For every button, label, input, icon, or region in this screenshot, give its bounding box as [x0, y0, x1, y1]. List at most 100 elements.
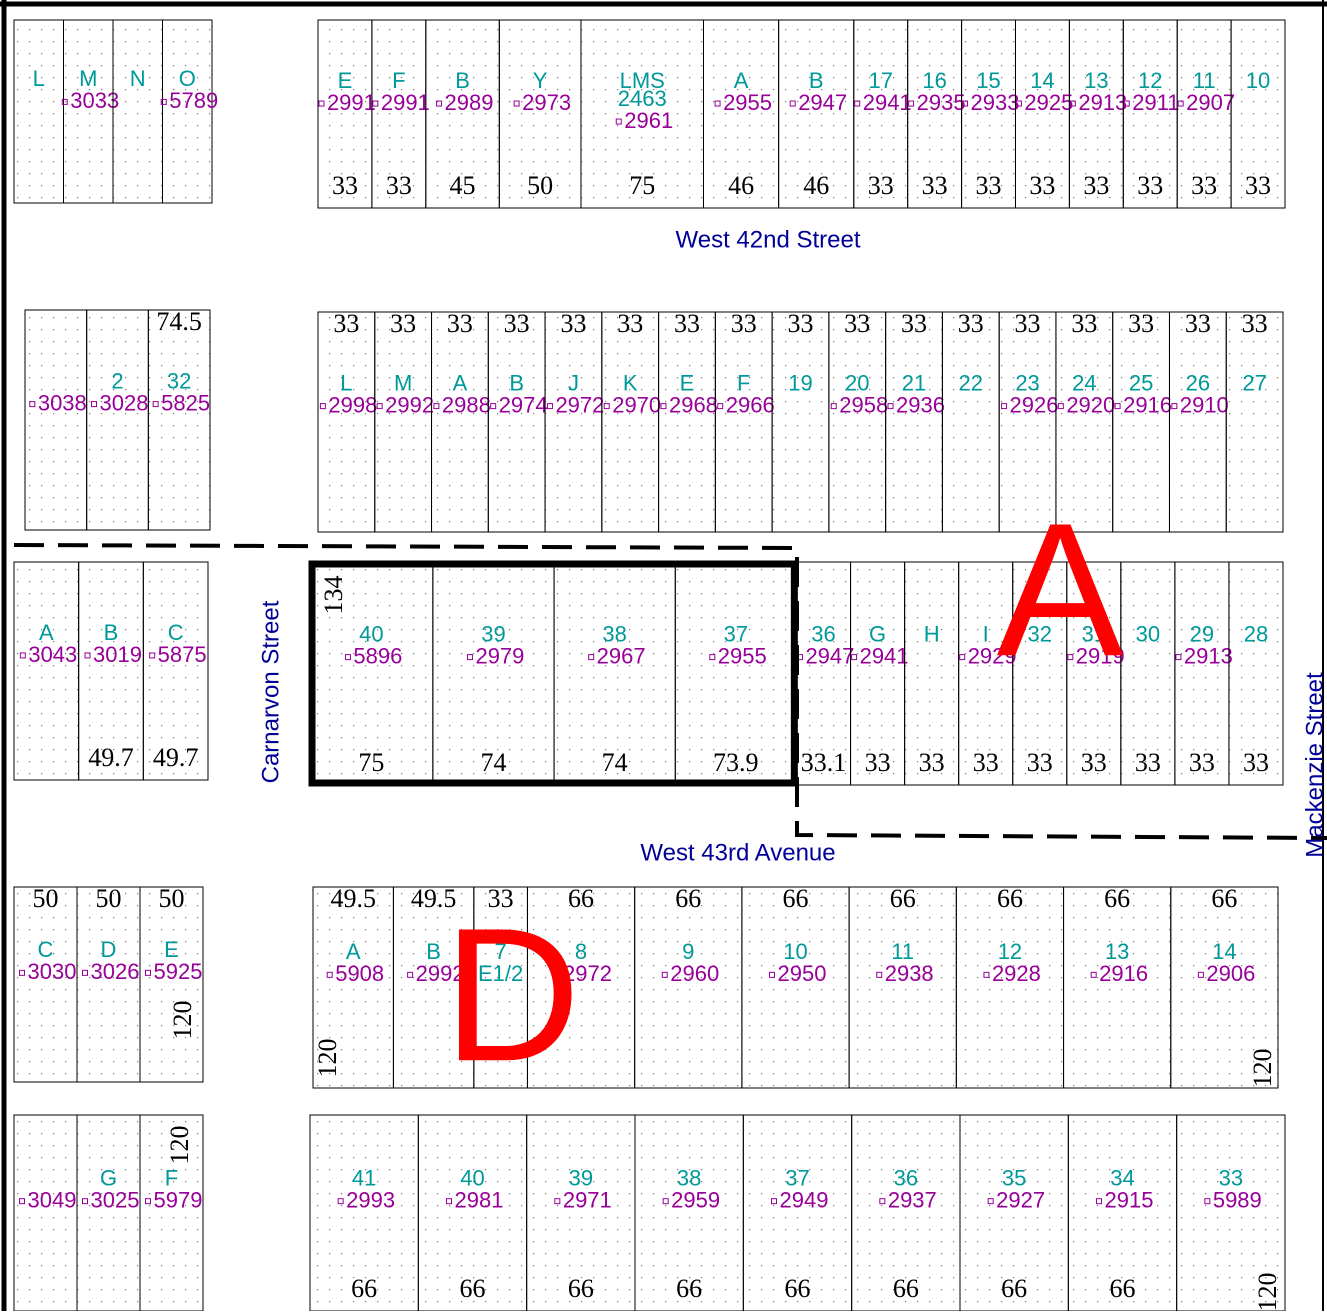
- lot-address: 2907: [1186, 90, 1235, 115]
- lot-address: 2927: [996, 1187, 1045, 1212]
- lot-frontage: 33: [1185, 309, 1211, 338]
- lot-address: 2967: [597, 643, 646, 668]
- lot-address: 3043: [28, 642, 77, 667]
- lot-frontage: 66: [1211, 884, 1237, 913]
- lot-address: 2991: [327, 90, 376, 115]
- lot-frontage: 33: [1243, 748, 1269, 777]
- lot-frontage: 33: [560, 309, 586, 338]
- lot-frontage: 33: [788, 309, 814, 338]
- lot-frontage: 46: [803, 171, 829, 200]
- street-name: Mackenzie Street: [1301, 672, 1327, 858]
- lot-frontage: 33: [973, 748, 999, 777]
- block: [14, 887, 203, 1082]
- lot-frontage: 33: [919, 748, 945, 777]
- lot-address: 2938: [885, 961, 934, 986]
- lot-address: 3028: [100, 390, 149, 415]
- lot-frontage: 45: [450, 171, 476, 200]
- lot-frontage: 75: [358, 748, 384, 777]
- lot-frontage: 74: [602, 748, 628, 777]
- lot-frontage: 50: [159, 884, 185, 913]
- lot-frontage: 33: [976, 171, 1002, 200]
- lot-address: 3019: [93, 642, 142, 667]
- lot-frontage: 33: [1128, 309, 1154, 338]
- lot-label: L: [33, 66, 45, 91]
- lot-address: 3026: [91, 959, 140, 984]
- lot-address: 3033: [70, 88, 119, 113]
- lot-frontage: 66: [1104, 884, 1130, 913]
- lot-label: 19: [788, 370, 812, 395]
- lot-frontage: 33: [332, 171, 358, 200]
- lot-address: 3038: [38, 390, 87, 415]
- lot-frontage: 66: [890, 884, 916, 913]
- lot-address: 2913: [1078, 90, 1127, 115]
- lot-frontage: 33: [865, 748, 891, 777]
- lot-frontage: 33: [674, 309, 700, 338]
- lot-frontage: 33: [731, 309, 757, 338]
- lot-address: 5875: [158, 642, 207, 667]
- lot-frontage: 33: [1191, 171, 1217, 200]
- lot-address: 2991: [381, 90, 430, 115]
- lot-address: 2906: [1206, 961, 1255, 986]
- lot-frontage: 33: [447, 309, 473, 338]
- lot-address: 2941: [863, 90, 912, 115]
- lot-address: 2979: [475, 643, 524, 668]
- street-name: West 42nd Street: [676, 226, 861, 253]
- lot-frontage: 66: [351, 1274, 377, 1303]
- lot-frontage: 74: [480, 748, 506, 777]
- lot-address: 2968: [669, 392, 718, 417]
- lot-frontage: 74.5: [156, 307, 202, 336]
- lot-address: 2960: [670, 961, 719, 986]
- lot-address: 2955: [718, 643, 767, 668]
- lot-frontage: 50: [96, 884, 122, 913]
- lot-address: 5989: [1213, 1187, 1262, 1212]
- lot-address: 2993: [346, 1187, 395, 1212]
- lot-frontage: 33: [1245, 171, 1271, 200]
- lot-address: 2920: [1066, 392, 1115, 417]
- lot-address: 5825: [161, 390, 210, 415]
- lot-label: 22: [959, 370, 983, 395]
- lot-depth: 120: [313, 1039, 342, 1078]
- lot-address: 3030: [28, 959, 77, 984]
- lot-address: 2959: [671, 1187, 720, 1212]
- block: [318, 312, 1283, 532]
- lot-label: H: [924, 621, 940, 646]
- lot-address: 2998: [328, 392, 377, 417]
- lot-label: 28: [1244, 621, 1268, 646]
- lot-frontage: 33: [1137, 171, 1163, 200]
- lot-address: 2961: [624, 108, 673, 133]
- lot-address: 2947: [798, 90, 847, 115]
- lot-frontage: 33: [386, 171, 412, 200]
- lot-frontage: 49.5: [330, 884, 376, 913]
- lot-address: 2926: [1010, 392, 1059, 417]
- lot-frontage: 33: [1189, 748, 1215, 777]
- lot-frontage: 33: [1135, 748, 1161, 777]
- district-label: A: [997, 484, 1124, 696]
- lot-depth: 120: [168, 1001, 197, 1040]
- lot-frontage: 33: [1081, 748, 1107, 777]
- lot-frontage: 73.9: [713, 748, 759, 777]
- lot-frontage: 33: [617, 309, 643, 338]
- parcel-map: LM3033NO5789E299133F299133B298945Y297350…: [0, 0, 1327, 1311]
- lot-address: 5908: [335, 961, 384, 986]
- lot-address: 2955: [723, 90, 772, 115]
- lot-label: N: [130, 66, 146, 91]
- lot-address: 5925: [154, 959, 203, 984]
- lot-frontage: 66: [676, 1274, 702, 1303]
- lot-address: 2933: [971, 90, 1020, 115]
- block: [25, 310, 210, 530]
- lot-frontage: 49.7: [153, 743, 199, 772]
- lot-address: 2971: [563, 1187, 612, 1212]
- lot-frontage: 33: [504, 309, 530, 338]
- lot-frontage: 33: [390, 309, 416, 338]
- lot-address: 2913: [1184, 643, 1233, 668]
- lot-address: 2981: [455, 1187, 504, 1212]
- lot-frontage: 66: [1110, 1274, 1136, 1303]
- lot-address: 2911: [1132, 90, 1179, 115]
- lot-frontage: 33: [901, 309, 927, 338]
- lot-address: 2916: [1123, 392, 1172, 417]
- lot-frontage: 33: [1242, 309, 1268, 338]
- lot-frontage: 33: [868, 171, 894, 200]
- lot-address: 2950: [778, 961, 827, 986]
- lot-address: 2935: [917, 90, 966, 115]
- lot-frontage: 33: [333, 309, 359, 338]
